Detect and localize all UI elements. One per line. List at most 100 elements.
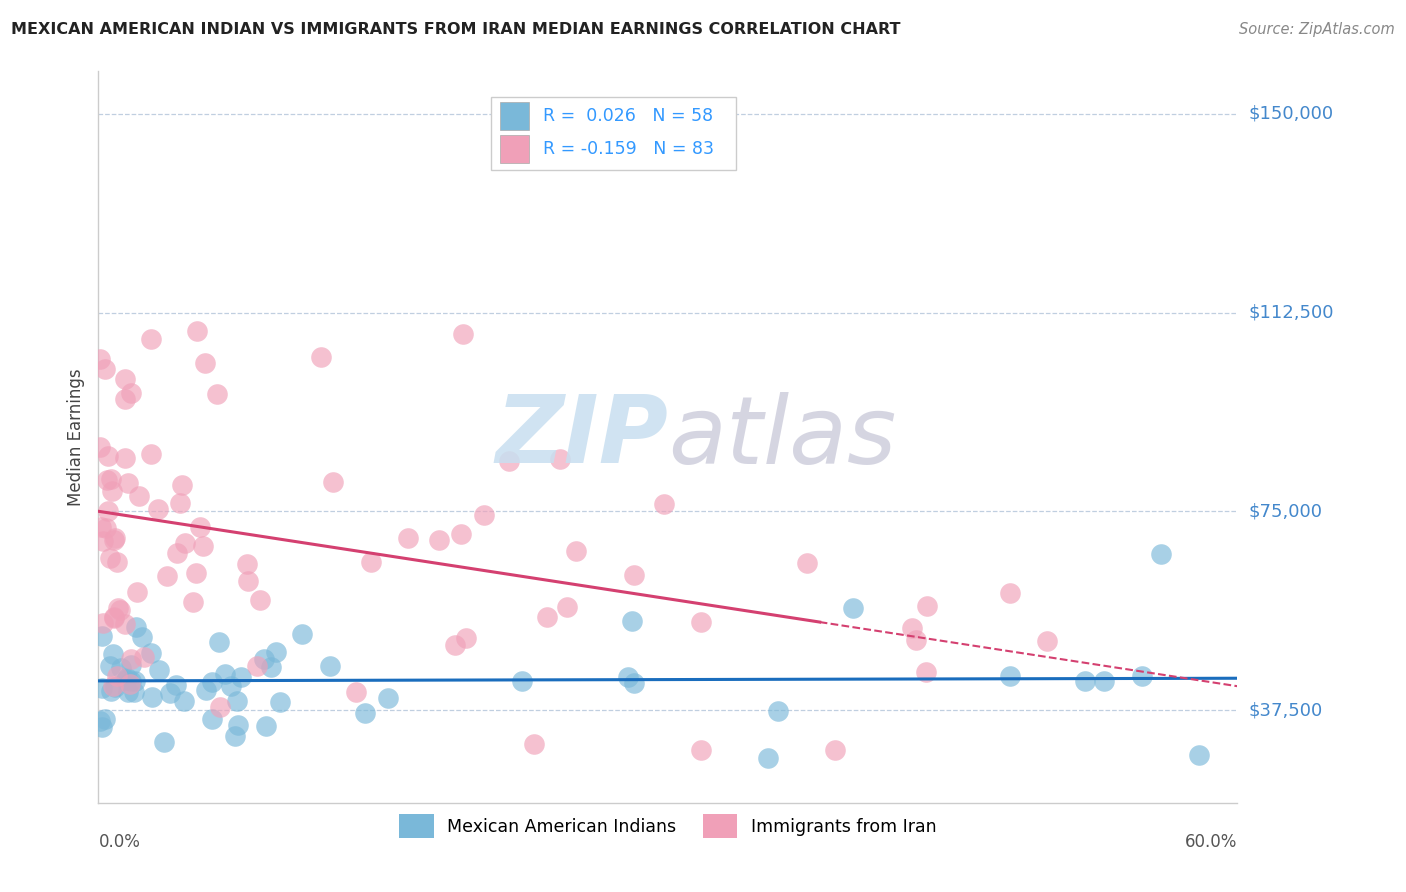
Point [236,557,259,571]
Point [195,682,218,697]
Point [188,520,211,534]
Point [221,679,243,693]
Point [166,546,188,560]
Point [254,719,277,733]
Text: $112,500: $112,500 [1249,303,1334,321]
Point [453,327,475,342]
Point [146,501,169,516]
Point [550,452,572,467]
Point [689,615,711,629]
Point [159,686,181,700]
Point [125,620,148,634]
Point [139,646,162,660]
Point [120,386,142,401]
Point [165,678,187,692]
Text: $150,000: $150,000 [1249,104,1333,123]
Point [96,473,118,487]
Point [498,454,520,468]
Point [114,450,136,465]
Point [107,601,129,615]
Point [90,519,112,533]
Point [377,691,399,706]
Point [90,681,112,695]
Point [103,610,125,624]
Point [824,743,846,757]
Point [110,603,132,617]
Point [103,680,125,694]
Point [191,540,214,554]
Point [621,614,644,628]
FancyBboxPatch shape [501,135,529,163]
Point [184,566,207,580]
Point [103,533,125,547]
Point [905,633,928,648]
Point [264,645,287,659]
Point [842,601,865,615]
Point [117,475,139,490]
Point [427,533,450,547]
Point [318,658,340,673]
Point [186,324,208,338]
Point [208,635,231,649]
Point [141,690,163,705]
Point [510,674,533,689]
Point [1036,634,1059,648]
Point [238,574,260,588]
Point [120,657,142,672]
Point [555,599,578,614]
Point [100,472,122,486]
Point [269,695,291,709]
Point [1132,668,1154,682]
Point [131,630,153,644]
Point [246,659,269,673]
Point [536,610,558,624]
Point [654,497,676,511]
Point [141,447,163,461]
FancyBboxPatch shape [501,102,529,130]
Point [249,592,271,607]
Point [91,629,114,643]
Point [344,685,367,699]
Point [114,673,136,687]
Point [472,508,495,522]
Point [118,677,141,691]
Text: Source: ZipAtlas.com: Source: ZipAtlas.com [1239,22,1395,37]
Point [103,681,125,695]
Point [354,706,377,720]
FancyBboxPatch shape [491,97,737,170]
Point [915,665,938,679]
Point [998,586,1021,600]
Point [103,611,125,625]
Point [114,372,136,386]
Text: $37,500: $37,500 [1249,701,1323,719]
Point [93,534,115,549]
Point [208,700,231,714]
Point [103,647,125,661]
Point [156,568,179,582]
Point [89,714,111,729]
Point [617,670,640,684]
Point [105,555,128,569]
Point [91,720,114,734]
Text: ZIP: ZIP [495,391,668,483]
Text: atlas: atlas [668,392,896,483]
Point [114,616,136,631]
Point [226,717,249,731]
Point [224,729,246,743]
Point [201,713,224,727]
Point [523,737,546,751]
Point [454,631,477,645]
Point [128,489,150,503]
Point [998,668,1021,682]
Text: 60.0%: 60.0% [1185,833,1237,851]
Point [91,616,114,631]
Point [1150,547,1173,561]
Point [565,544,588,558]
Point [139,332,162,346]
Point [173,693,195,707]
Point [100,551,122,566]
Point [450,527,472,541]
Point [1188,748,1211,763]
Point [309,350,332,364]
Point [172,478,194,492]
